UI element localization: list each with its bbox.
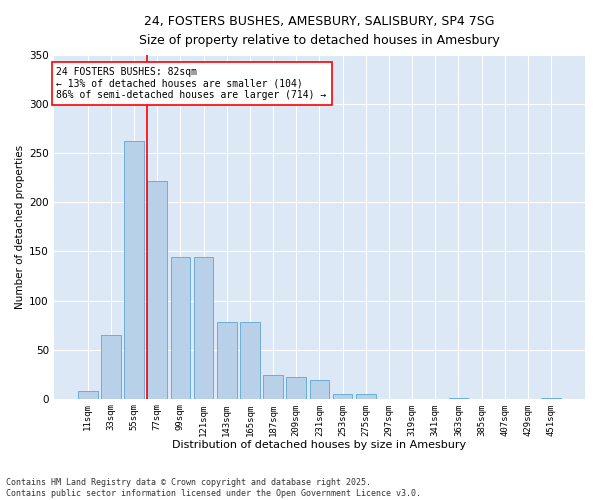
Bar — [333, 394, 352, 398]
Bar — [263, 375, 283, 398]
Bar — [148, 181, 167, 398]
Bar — [170, 258, 190, 398]
Bar — [217, 322, 236, 398]
Bar — [78, 391, 98, 398]
Title: 24, FOSTERS BUSHES, AMESBURY, SALISBURY, SP4 7SG
Size of property relative to de: 24, FOSTERS BUSHES, AMESBURY, SALISBURY,… — [139, 15, 500, 47]
Bar — [124, 140, 144, 398]
Bar — [286, 377, 306, 398]
Text: Contains HM Land Registry data © Crown copyright and database right 2025.
Contai: Contains HM Land Registry data © Crown c… — [6, 478, 421, 498]
Bar — [101, 335, 121, 398]
Bar — [194, 258, 214, 398]
Bar — [240, 322, 260, 398]
Y-axis label: Number of detached properties: Number of detached properties — [15, 145, 25, 309]
X-axis label: Distribution of detached houses by size in Amesbury: Distribution of detached houses by size … — [172, 440, 466, 450]
Text: 24 FOSTERS BUSHES: 82sqm
← 13% of detached houses are smaller (104)
86% of semi-: 24 FOSTERS BUSHES: 82sqm ← 13% of detach… — [56, 67, 326, 100]
Bar — [356, 394, 376, 398]
Bar — [310, 380, 329, 398]
